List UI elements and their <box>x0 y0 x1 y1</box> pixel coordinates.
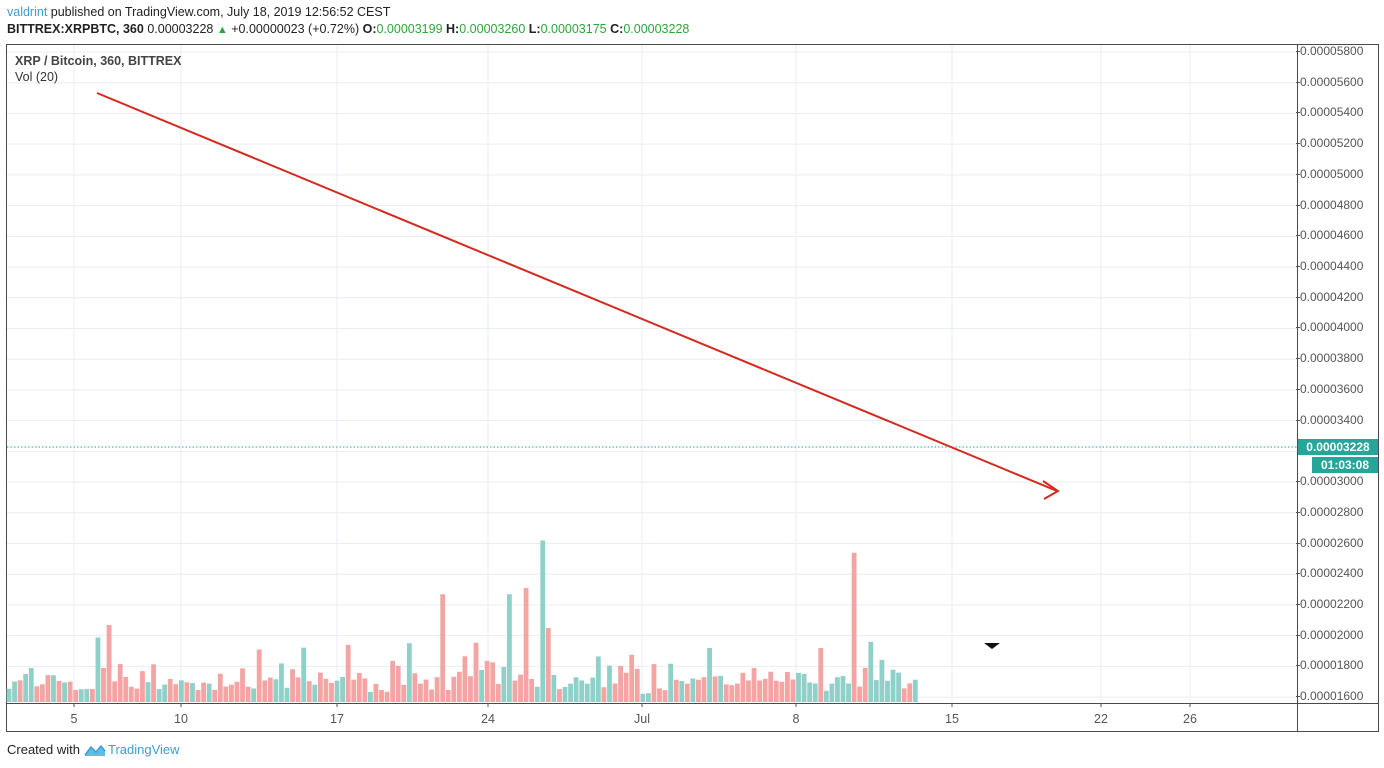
price-tick-label: 0.00002000 <box>1295 627 1364 642</box>
price-tick-label: 0.00002600 <box>1295 535 1364 550</box>
time-tick-label: 22 <box>1094 712 1108 726</box>
tradingview-logo-icon <box>84 744 106 756</box>
time-tick-label: 10 <box>174 712 188 726</box>
price-tick-label: 0.00003000 <box>1295 474 1364 489</box>
time-tick-label: 17 <box>330 712 344 726</box>
price-tick-label: 0.00002800 <box>1295 504 1364 519</box>
low-label: L: <box>528 22 541 36</box>
time-tick-label: Jul <box>634 712 650 726</box>
time-tick-label: 8 <box>792 712 800 726</box>
price-tick-label: 0.00005200 <box>1295 136 1364 151</box>
open-value: 0.00003199 <box>376 22 443 36</box>
high-value: 0.00003260 <box>459 22 526 36</box>
close-value: 0.00003228 <box>623 22 690 36</box>
legend-volume: Vol (20) <box>15 70 59 84</box>
time-tick-label: 24 <box>481 712 495 726</box>
price-tick-label: 0.00005800 <box>1295 44 1364 58</box>
up-arrow-icon: ▲ <box>216 24 228 36</box>
publish-text: published on TradingView.com, July 18, 2… <box>47 5 391 19</box>
legend-title: XRP / Bitcoin, 360, BITTREX <box>15 54 182 68</box>
change: +0.00000023 (+0.72%) <box>231 22 360 36</box>
chart-legend: XRP / Bitcoin, 360, BITTREX Vol (20) <box>15 53 181 85</box>
price-axis[interactable] <box>1297 44 1379 732</box>
tradingview-link[interactable]: TradingView <box>107 742 180 757</box>
price-tick-label: 0.00002400 <box>1295 566 1364 581</box>
time-tick-label: 26 <box>1183 712 1197 726</box>
open-label: O: <box>362 22 377 36</box>
ohlc-bar: BITTREX:XRPBTC, 360 0.00003228 ▲ +0.0000… <box>7 22 689 36</box>
price-tick-label: 0.00005600 <box>1295 74 1364 89</box>
high-label: H: <box>446 22 460 36</box>
close-label: C: <box>610 22 624 36</box>
low-value: 0.00003175 <box>540 22 607 36</box>
time-tick-label: 5 <box>70 712 78 726</box>
price-tick-label: 0.00002200 <box>1295 596 1364 611</box>
price-tick-label: 0.00001800 <box>1295 658 1364 673</box>
price-tick-label: 0.00003800 <box>1295 351 1364 366</box>
bar-countdown: 01:03:08 <box>1312 457 1378 473</box>
last-price-label: 0.00003228 <box>1298 439 1378 455</box>
price-tick-label: 0.00001600 <box>1295 689 1364 704</box>
price-tick-label: 0.00004200 <box>1295 289 1364 304</box>
author-link[interactable]: valdrint <box>7 5 48 19</box>
price-tick-label: 0.00005400 <box>1295 105 1364 120</box>
price-tick-label: 0.00003600 <box>1295 381 1364 396</box>
time-tick-label: 15 <box>945 712 959 726</box>
price-tick-label: 0.00003400 <box>1295 412 1364 427</box>
last-price: 0.00003228 <box>147 22 214 36</box>
created-with-text: Created with <box>7 742 80 757</box>
price-tick-label: 0.00004000 <box>1295 320 1364 335</box>
publish-info: valdrint published on TradingView.com, J… <box>7 5 390 19</box>
footer: Created with TradingView <box>7 742 180 757</box>
price-tick-label: 0.00005000 <box>1295 166 1364 181</box>
price-tick-label: 0.00004400 <box>1295 259 1364 274</box>
symbol: BITTREX:XRPBTC, 360 <box>7 22 144 36</box>
price-tick-label: 0.00004800 <box>1295 197 1364 212</box>
time-axis-border <box>6 703 1379 704</box>
price-tick-label: 0.00004600 <box>1295 228 1364 243</box>
